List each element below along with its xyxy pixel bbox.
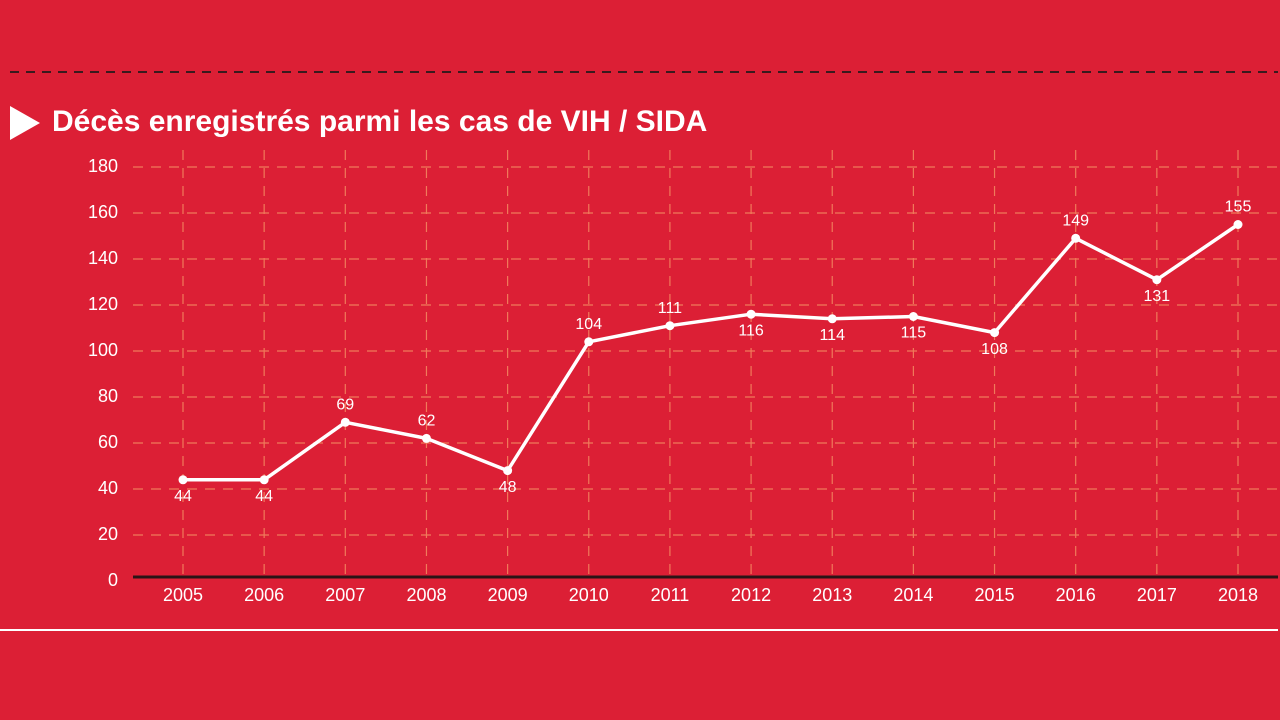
data-label: 155 <box>1225 199 1252 216</box>
point <box>990 328 1000 338</box>
x-tick-label: 2013 <box>812 585 852 605</box>
point <box>1152 275 1162 285</box>
x-tick-label: 2008 <box>406 585 446 605</box>
point <box>1233 220 1243 229</box>
point <box>259 475 269 485</box>
y-tick-label: 40 <box>98 478 118 498</box>
y-tick-label: 80 <box>98 386 118 406</box>
data-label: 62 <box>418 413 436 430</box>
data-label: 115 <box>901 325 927 342</box>
point <box>665 321 675 331</box>
y-tick-label: 180 <box>88 156 118 176</box>
data-label: 111 <box>658 300 682 317</box>
point <box>908 312 918 321</box>
y-tick-label: 0 <box>108 570 118 590</box>
y-tick-label: 160 <box>88 202 118 222</box>
x-tick-label: 2016 <box>1056 585 1096 605</box>
point <box>746 309 756 319</box>
point <box>827 314 837 324</box>
x-tick-label: 2015 <box>975 585 1015 605</box>
point <box>584 337 594 347</box>
y-tick-label: 60 <box>98 432 118 452</box>
data-label: 131 <box>1143 288 1170 305</box>
line <box>183 223 1239 482</box>
x-tick-label: 2017 <box>1137 585 1177 605</box>
y-tick-label: 100 <box>88 340 118 360</box>
point <box>421 433 431 443</box>
x-tick-label: 2006 <box>244 585 284 605</box>
x-tick-label: 2011 <box>651 585 690 605</box>
x-tick-label: 2005 <box>163 585 203 605</box>
point <box>340 417 350 427</box>
x-tick-label: 2018 <box>1218 585 1258 605</box>
chart-title: Décès enregistrés parmi les cas de VIH /… <box>52 105 707 138</box>
data-label: 69 <box>336 397 354 414</box>
y-tick-label: 20 <box>98 524 118 544</box>
x-tick-label: 2010 <box>569 585 609 605</box>
point <box>1071 233 1081 243</box>
x-tick-label: 2009 <box>488 585 528 605</box>
point <box>178 475 188 485</box>
x-tick-label: 2007 <box>325 585 365 605</box>
data-label: 116 <box>738 322 764 339</box>
data-label: 48 <box>499 479 517 496</box>
x-tick-label: 2012 <box>731 585 771 605</box>
data-label: 114 <box>819 327 845 344</box>
data-label: 149 <box>1062 213 1089 230</box>
data-label: 108 <box>981 341 1008 358</box>
data-label: 44 <box>255 488 273 505</box>
data-label: 44 <box>174 488 192 505</box>
x-tick-label: 2014 <box>893 585 933 605</box>
y-tick-label: 140 <box>88 248 118 268</box>
data-label: 104 <box>575 316 602 333</box>
y-tick-label: 120 <box>88 294 118 314</box>
title-marker <box>10 106 40 140</box>
point <box>503 466 513 476</box>
